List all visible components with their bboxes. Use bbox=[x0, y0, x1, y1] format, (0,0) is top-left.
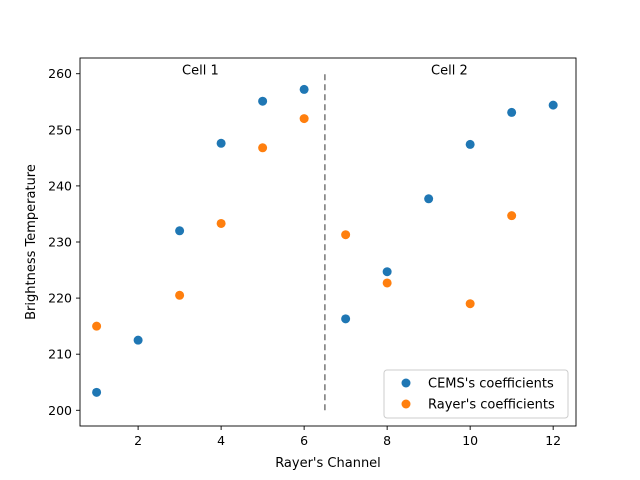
legend-box bbox=[383, 369, 569, 419]
y-tick-label: 200 bbox=[48, 403, 72, 418]
data-point bbox=[465, 299, 475, 309]
x-axis-label: Rayer's Channel bbox=[275, 456, 381, 471]
data-point bbox=[507, 107, 517, 117]
data-point bbox=[299, 114, 309, 124]
y-tick-label: 260 bbox=[48, 66, 72, 81]
data-point bbox=[341, 230, 351, 240]
data-point bbox=[92, 321, 102, 331]
legend: CEMS's coefficients Rayer's coefficients bbox=[383, 369, 569, 419]
legend-label: CEMS's coefficients bbox=[428, 377, 554, 392]
data-point bbox=[507, 211, 517, 221]
x-tick-label: 12 bbox=[545, 433, 561, 448]
data-point bbox=[424, 194, 434, 204]
data-point bbox=[341, 314, 351, 324]
series-1 bbox=[92, 84, 558, 397]
x-tick-label: 8 bbox=[383, 433, 391, 448]
y-tick-label: 230 bbox=[48, 235, 72, 250]
axes-layer: 2 4 6 8 10 12 200 210 220 230 240 250 260 Rayer's Cha… bbox=[24, 57, 577, 471]
cell-annotation: Cell 1 bbox=[182, 64, 219, 79]
x-tick-label: 2 bbox=[134, 433, 142, 448]
data-point bbox=[133, 335, 143, 345]
data-point bbox=[382, 278, 392, 288]
data-point bbox=[258, 96, 268, 106]
y-tick-label: 250 bbox=[48, 122, 72, 137]
data-point bbox=[92, 387, 102, 397]
legend-label: Rayer's coefficients bbox=[428, 398, 555, 413]
legend-marker bbox=[401, 399, 411, 409]
legend-marker bbox=[401, 378, 411, 388]
y-tick-label: 240 bbox=[48, 178, 72, 193]
x-tick-label: 10 bbox=[462, 433, 478, 448]
y-tick-label: 210 bbox=[48, 347, 72, 362]
data-point bbox=[216, 138, 226, 148]
data-point bbox=[465, 139, 475, 149]
x-tick-label: 6 bbox=[300, 433, 308, 448]
data-point bbox=[216, 218, 226, 228]
marks-layer bbox=[92, 73, 558, 411]
x-tick-label: 4 bbox=[217, 433, 225, 448]
data-point bbox=[175, 226, 185, 236]
cell-annotation: Cell 2 bbox=[431, 64, 468, 79]
data-point bbox=[548, 100, 558, 110]
y-tick-label: 220 bbox=[48, 291, 72, 306]
data-point bbox=[258, 143, 268, 153]
series-2 bbox=[92, 114, 517, 331]
data-point bbox=[175, 290, 185, 300]
data-point bbox=[382, 267, 392, 277]
y-axis-label: Brightness Temperature bbox=[24, 164, 39, 320]
data-point bbox=[299, 84, 309, 94]
annotations-layer: Cell 1 Cell 2 bbox=[182, 64, 468, 79]
